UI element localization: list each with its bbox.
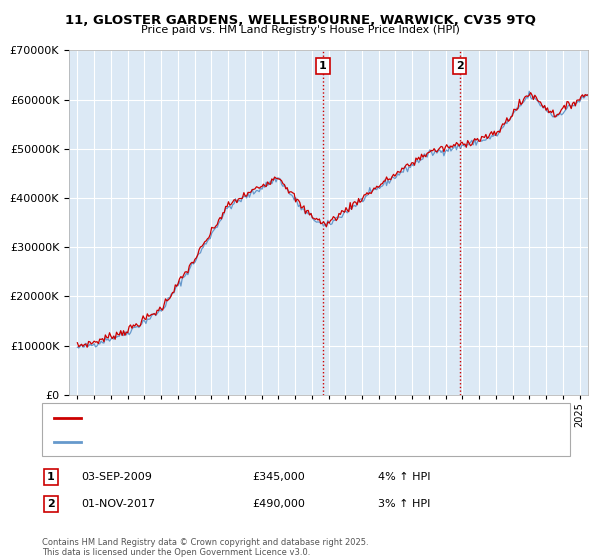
Text: 4% ↑ HPI: 4% ↑ HPI xyxy=(378,472,431,482)
Text: £490,000: £490,000 xyxy=(252,499,305,509)
Text: 3% ↑ HPI: 3% ↑ HPI xyxy=(378,499,430,509)
Text: HPI: Average price, detached house, Stratford-on-Avon: HPI: Average price, detached house, Stra… xyxy=(87,436,354,446)
Text: £345,000: £345,000 xyxy=(252,472,305,482)
Text: 11, GLOSTER GARDENS, WELLESBOURNE, WARWICK, CV35 9TQ: 11, GLOSTER GARDENS, WELLESBOURNE, WARWI… xyxy=(65,14,535,27)
Text: 03-SEP-2009: 03-SEP-2009 xyxy=(81,472,152,482)
Text: Contains HM Land Registry data © Crown copyright and database right 2025.
This d: Contains HM Land Registry data © Crown c… xyxy=(42,538,368,557)
Text: Price paid vs. HM Land Registry's House Price Index (HPI): Price paid vs. HM Land Registry's House … xyxy=(140,25,460,35)
Text: 1: 1 xyxy=(47,472,55,482)
Text: 2: 2 xyxy=(47,499,55,509)
Text: 2: 2 xyxy=(456,61,463,71)
Text: 01-NOV-2017: 01-NOV-2017 xyxy=(81,499,155,509)
Text: 11, GLOSTER GARDENS, WELLESBOURNE, WARWICK, CV35 9TQ (detached house): 11, GLOSTER GARDENS, WELLESBOURNE, WARWI… xyxy=(87,413,487,423)
Text: 1: 1 xyxy=(319,61,327,71)
